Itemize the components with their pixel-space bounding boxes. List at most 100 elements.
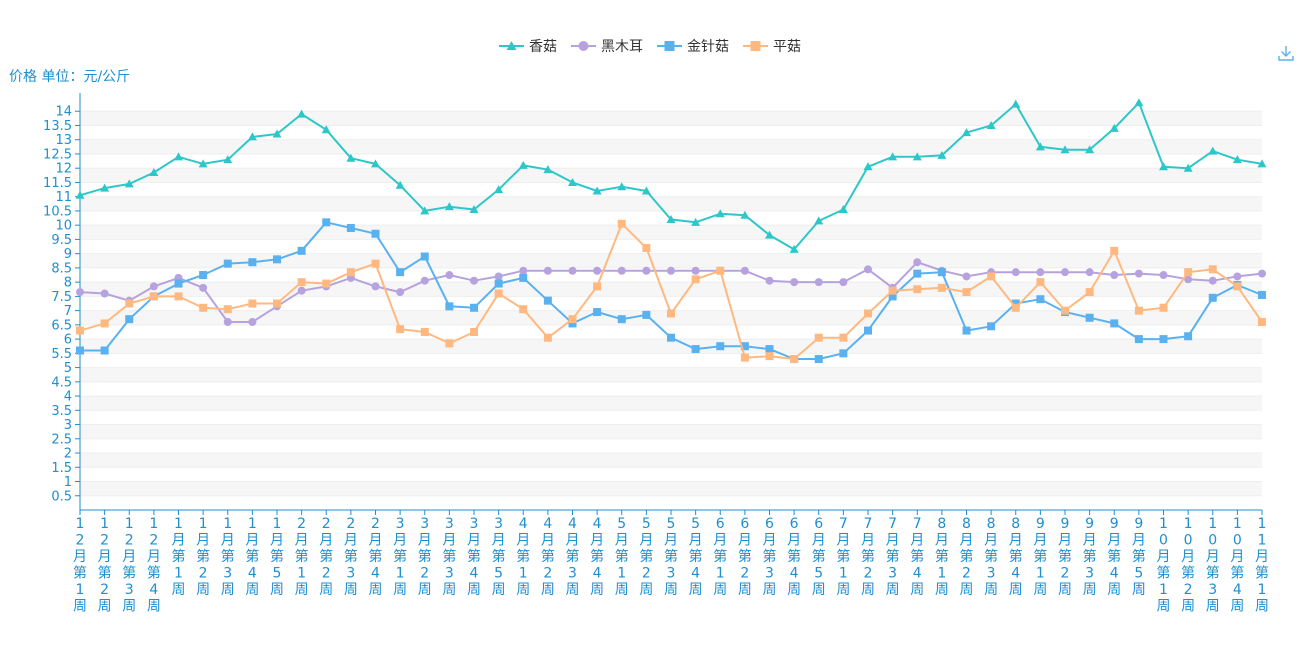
x-tick-label: 5 月第 3 周 bbox=[664, 516, 678, 598]
x-tick-label: 9 月第 5 周 bbox=[1132, 516, 1146, 598]
x-tick-label: 4 月第 3 周 bbox=[566, 516, 580, 598]
data-point bbox=[1060, 145, 1070, 154]
data-point bbox=[149, 292, 158, 301]
grid-band bbox=[80, 168, 1262, 183]
legend-label: 香菇 bbox=[529, 39, 557, 55]
data-point bbox=[1233, 272, 1242, 281]
data-point bbox=[1258, 318, 1266, 327]
legend-item-oyster[interactable]: 平菇 bbox=[743, 36, 801, 56]
data-point bbox=[839, 349, 848, 358]
x-tick-label: 3 月第 4 周 bbox=[467, 516, 481, 598]
x-tick-label: 6 月第 2 周 bbox=[738, 516, 752, 598]
y-tick-label: 8.5 bbox=[51, 261, 72, 276]
y-tick-label: 11 bbox=[55, 190, 72, 205]
x-tick-label: 1 2 月第 3 周 bbox=[122, 516, 136, 615]
x-tick-label: 3 月第 1 周 bbox=[393, 516, 407, 598]
data-point bbox=[420, 327, 429, 336]
circle-marker-icon bbox=[571, 41, 596, 51]
x-tick-label: 1 月第 2 周 bbox=[196, 516, 210, 598]
data-point bbox=[248, 299, 257, 308]
x-tick-label: 1 0 月第 2 周 bbox=[1181, 516, 1195, 615]
data-point bbox=[125, 315, 134, 324]
x-tick-label: 6 月第 4 周 bbox=[787, 516, 801, 598]
data-point bbox=[1134, 335, 1143, 344]
grid-band bbox=[80, 310, 1262, 325]
data-point bbox=[248, 258, 257, 267]
data-point bbox=[667, 309, 675, 318]
data-point bbox=[199, 283, 208, 292]
data-point bbox=[691, 275, 700, 284]
y-tick-label: 6 bbox=[64, 333, 72, 348]
data-point bbox=[986, 120, 996, 129]
y-tick-label: 8 bbox=[64, 276, 72, 291]
data-point bbox=[592, 186, 602, 195]
y-tick-label: 4 bbox=[64, 390, 72, 405]
data-point bbox=[1085, 268, 1094, 277]
x-tick-label: 1 2 月第 1 周 bbox=[73, 516, 87, 615]
data-point bbox=[420, 276, 429, 285]
data-point bbox=[1159, 162, 1168, 171]
data-point bbox=[641, 186, 651, 195]
data-point bbox=[740, 342, 749, 351]
x-tick-label: 7 月第 1 周 bbox=[836, 516, 850, 598]
data-point bbox=[740, 266, 749, 275]
data-point bbox=[1258, 269, 1266, 278]
y-tick-label: 1.5 bbox=[51, 461, 72, 476]
square-marker-icon bbox=[657, 41, 682, 51]
data-point bbox=[124, 179, 134, 188]
data-point bbox=[740, 210, 750, 219]
x-tick-label: 2 月第 3 周 bbox=[344, 516, 358, 598]
data-point bbox=[346, 224, 355, 233]
data-point bbox=[1159, 271, 1168, 280]
legend-item-shiitake[interactable]: 香菇 bbox=[499, 36, 557, 56]
data-point bbox=[962, 272, 971, 281]
data-point bbox=[814, 278, 823, 287]
download-icon[interactable] bbox=[1277, 44, 1295, 62]
y-tick-label: 3.5 bbox=[51, 404, 72, 419]
data-point bbox=[273, 299, 281, 308]
data-point bbox=[716, 266, 725, 275]
data-point bbox=[371, 282, 380, 291]
data-point bbox=[1085, 288, 1094, 297]
data-point bbox=[913, 269, 922, 278]
data-point bbox=[765, 230, 774, 239]
x-tick-label: 2 月第 1 周 bbox=[295, 516, 309, 598]
data-point bbox=[1159, 335, 1168, 344]
data-point bbox=[790, 278, 799, 287]
square-marker-icon bbox=[743, 41, 768, 51]
data-point bbox=[149, 282, 158, 291]
data-point bbox=[1110, 271, 1119, 280]
data-point bbox=[568, 177, 577, 186]
data-point bbox=[1110, 319, 1119, 328]
data-point bbox=[1183, 163, 1193, 172]
data-point bbox=[199, 303, 208, 312]
data-point bbox=[790, 355, 799, 364]
grid-band bbox=[80, 339, 1262, 354]
data-point bbox=[593, 308, 602, 317]
data-point bbox=[814, 355, 823, 364]
data-point bbox=[1184, 275, 1193, 284]
data-point bbox=[1011, 268, 1020, 277]
data-point bbox=[76, 288, 84, 297]
data-point bbox=[322, 218, 331, 227]
data-point bbox=[445, 339, 454, 348]
data-point bbox=[667, 266, 675, 275]
x-tick-label: 9 月第 1 周 bbox=[1033, 516, 1047, 598]
x-tick-label: 3 月第 3 周 bbox=[442, 516, 456, 598]
data-point bbox=[100, 183, 110, 192]
data-point bbox=[494, 289, 503, 298]
data-point bbox=[568, 266, 577, 275]
data-point bbox=[789, 244, 799, 253]
data-point bbox=[987, 322, 996, 331]
data-point bbox=[470, 303, 478, 312]
x-tick-label: 6 月第 5 周 bbox=[812, 516, 826, 598]
legend-item-black-fungus[interactable]: 黑木耳 bbox=[571, 36, 643, 56]
data-point bbox=[297, 109, 307, 118]
legend-item-enoki[interactable]: 金针菇 bbox=[657, 36, 729, 56]
data-point bbox=[75, 190, 85, 199]
data-point bbox=[223, 305, 232, 314]
data-point bbox=[396, 268, 405, 277]
x-tick-label: 2 月第 4 周 bbox=[369, 516, 383, 598]
data-point bbox=[420, 252, 429, 261]
